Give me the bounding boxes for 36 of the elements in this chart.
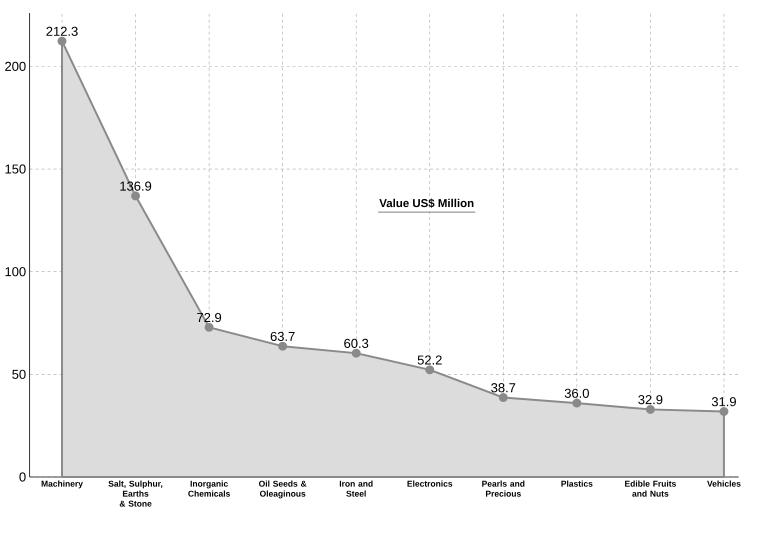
- data-label: 31.9: [712, 397, 736, 406]
- x-tick-label: Electronics: [407, 480, 452, 487]
- point: [572, 398, 582, 408]
- y-tick-label: 150: [6, 164, 26, 174]
- point: [204, 322, 214, 332]
- x-tick-label: Iron and Steel: [340, 480, 373, 497]
- x-tick-label: Oil Seeds & Oleaginous: [258, 480, 306, 498]
- point: [278, 342, 288, 351]
- point: [131, 191, 140, 200]
- point: [719, 407, 728, 416]
- point: [58, 36, 66, 46]
- data-label: 38.7: [491, 383, 516, 392]
- data-label: 212.3: [46, 26, 78, 36]
- data-label: 32.9: [638, 395, 662, 404]
- x-tick-label: Pearls and Precious: [482, 480, 524, 497]
- point: [425, 365, 434, 374]
- annotation: Value US$ Million: [379, 198, 474, 208]
- point: [498, 393, 508, 402]
- y-tick-label: 200: [5, 62, 26, 71]
- point: [352, 348, 361, 358]
- data-label: 36.0: [564, 388, 589, 398]
- y-tick-label: 100: [6, 267, 26, 276]
- y-tick-label: 50: [12, 370, 26, 379]
- data-label: 52.2: [418, 355, 442, 365]
- data-label: 136.9: [120, 182, 152, 191]
- y-tick-label: 0: [19, 472, 26, 482]
- x-tick-label: Edible Fruits and Nuts: [625, 480, 676, 497]
- data-label: 60.3: [344, 338, 368, 348]
- point: [646, 404, 655, 414]
- x-tick-label: Inorganic Chemicals: [188, 480, 230, 497]
- x-tick-label: Salt, Sulphur, Earths & Stone: [108, 480, 162, 507]
- x-tick-label: Plastics: [561, 480, 592, 487]
- data-label: 63.7: [270, 332, 295, 341]
- data-label: 72.9: [197, 312, 222, 322]
- x-tick-label: Machinery: [42, 480, 83, 488]
- x-tick-label: Vehicles: [707, 480, 741, 487]
